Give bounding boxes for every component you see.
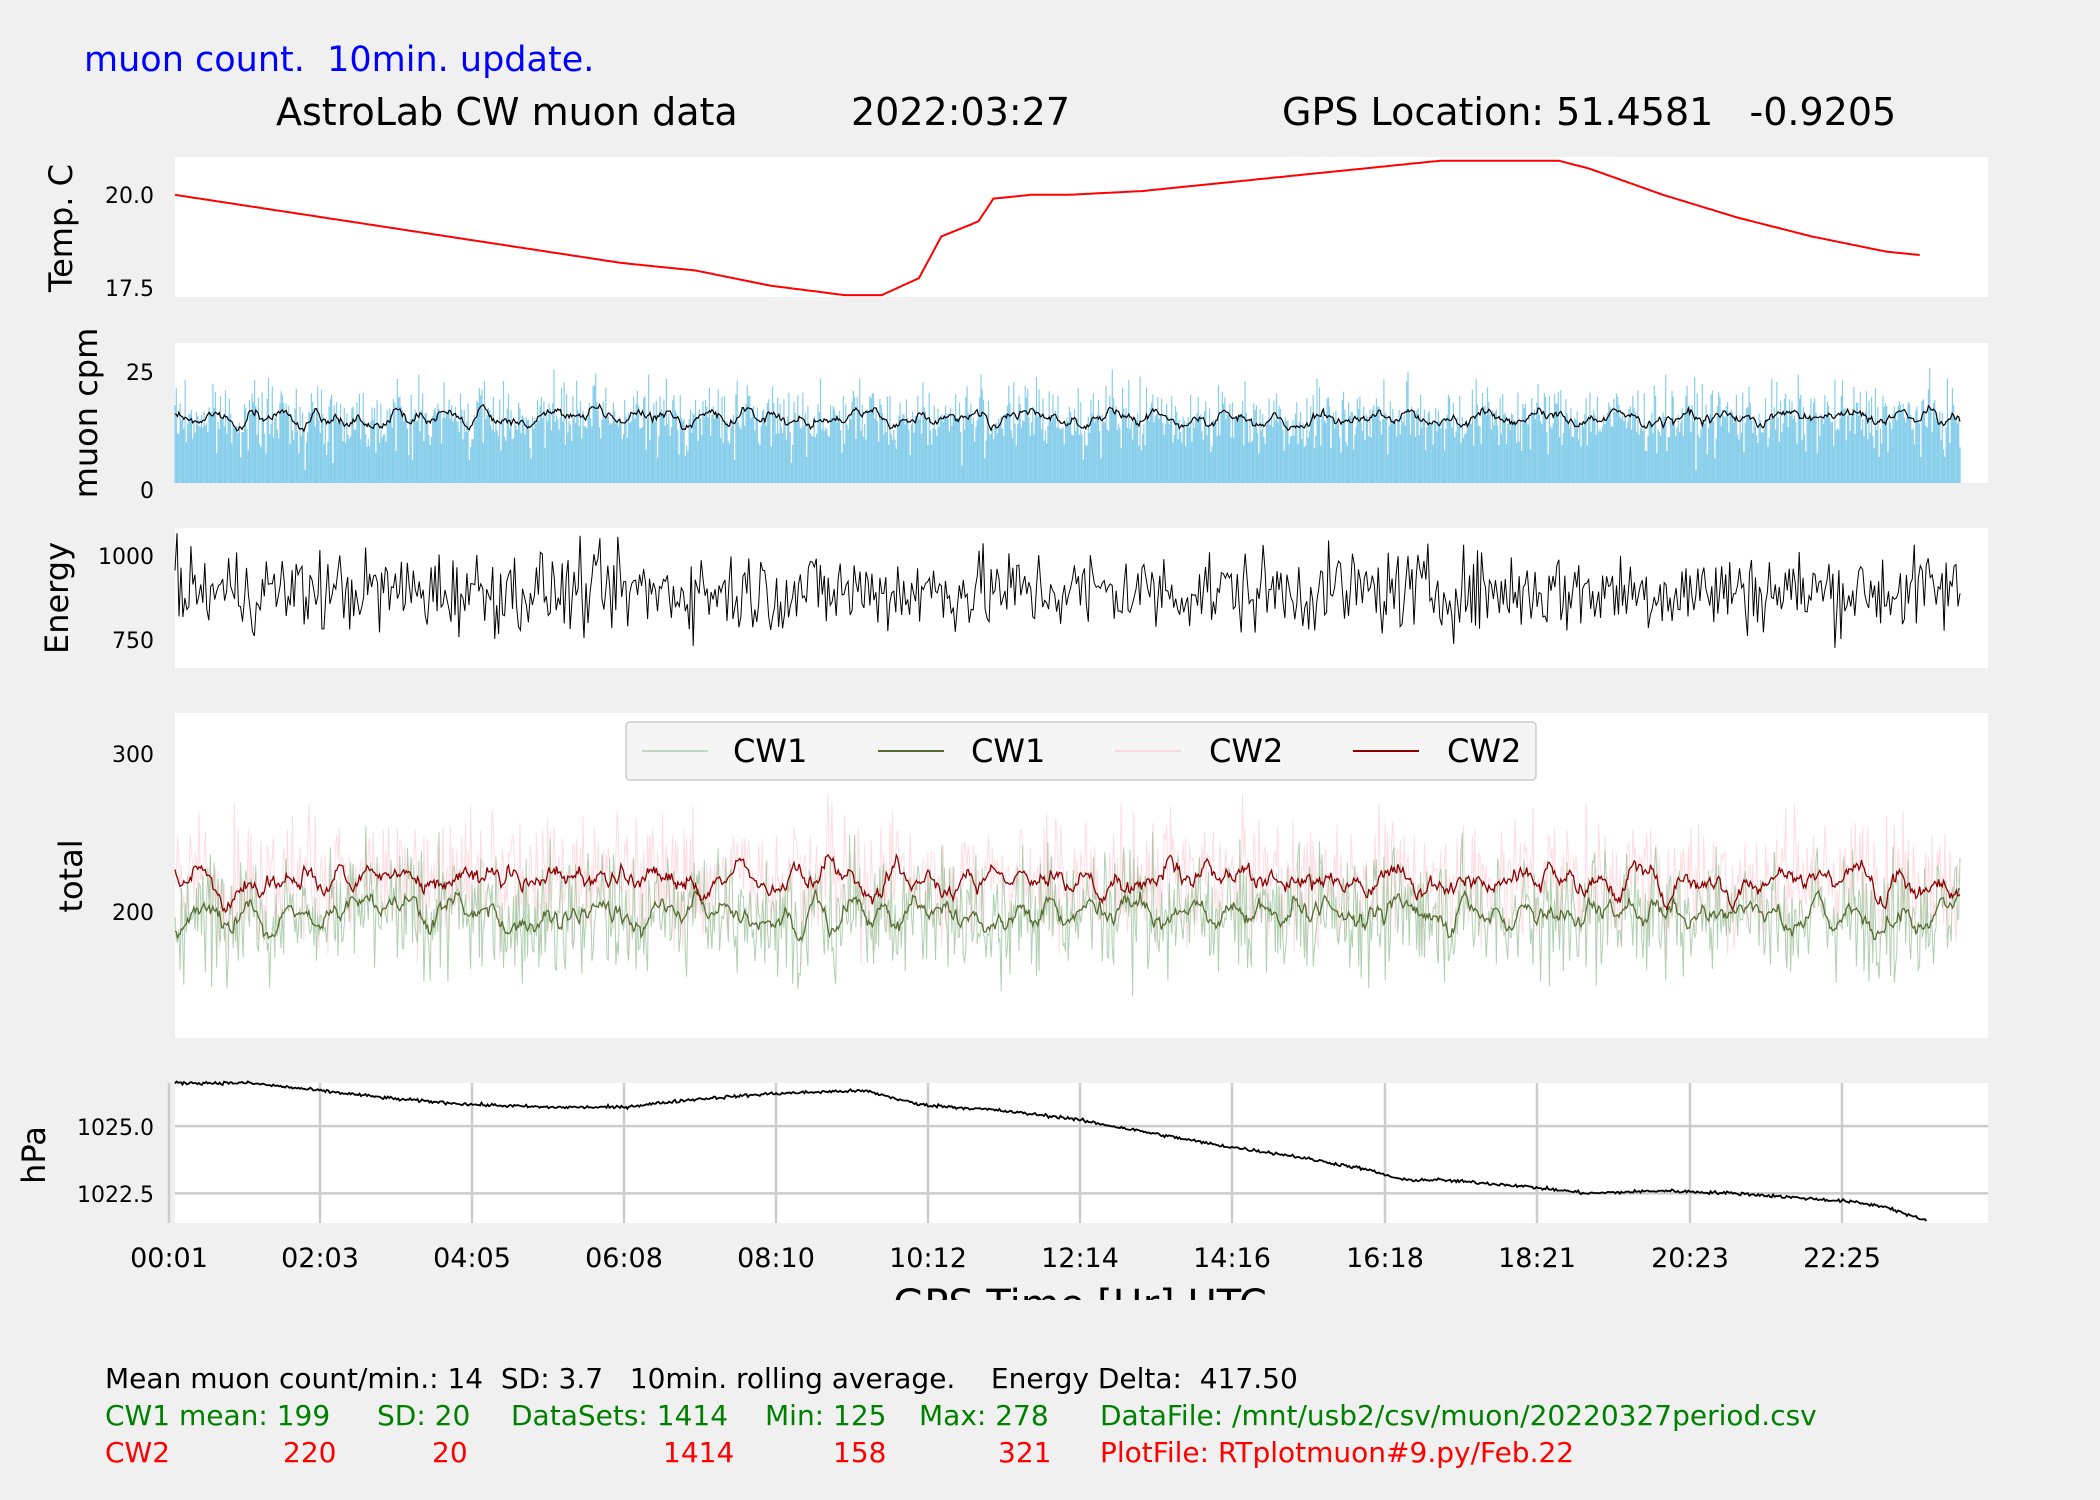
- footer-cw2-max: 321: [998, 1436, 1052, 1469]
- cw2-rolling-average: [174, 852, 1961, 914]
- footer-cw1-sd: SD: 20: [377, 1399, 471, 1432]
- footer-cw1-mean: CW1 mean: 199: [105, 1399, 331, 1432]
- x-tick-label: 04:05: [433, 1243, 511, 1274]
- x-tick-label: 22:25: [1803, 1243, 1881, 1274]
- legend-label-cw1-raw: CW1: [733, 732, 807, 770]
- muon-bars: [174, 368, 1961, 483]
- energy-ytick-1000: 1000: [98, 545, 154, 570]
- total-ylabel: total: [52, 839, 90, 912]
- x-tick-label: 10:12: [889, 1243, 967, 1274]
- x-tick-labels: 00:01 02:03 04:05 06:08 08:10 10:12 12:1…: [130, 1243, 1881, 1274]
- x-tick-label: 12:14: [1041, 1243, 1119, 1274]
- footer-cw1-min: Min: 125: [765, 1399, 887, 1432]
- legend-box: [625, 721, 1537, 781]
- x-tick-label: 06:08: [585, 1243, 663, 1274]
- footer-cw2-min: 158: [833, 1436, 887, 1469]
- legend-label-cw1-avg: CW1: [971, 732, 1045, 770]
- muon-chart: Temp. C muon cpm Energy total hPa 20.0 1…: [15, 157, 1988, 1300]
- x-tick-label: 00:01: [130, 1243, 208, 1274]
- footer-plotfile: PlotFile: RTplotmuon#9.py/Feb.22: [1100, 1436, 1575, 1469]
- footer-cw2-mean: 220: [283, 1436, 337, 1469]
- footer-cw1-datasets: DataSets: 1414: [511, 1399, 729, 1432]
- pressure-panel: [175, 1083, 1988, 1223]
- temp-ytick-20: 20.0: [105, 184, 154, 209]
- legend-label-cw2-avg: CW2: [1447, 732, 1521, 770]
- header-note: muon count. 10min. update.: [84, 40, 595, 80]
- pressure-ytick-1022: 1022.5: [77, 1183, 154, 1208]
- muon-ytick-25: 25: [126, 361, 154, 386]
- x-tick-label: 18:21: [1498, 1243, 1576, 1274]
- x-tick-label: 14:16: [1193, 1243, 1271, 1274]
- cw1-rolling-average: [174, 887, 1961, 942]
- energy-line: [174, 533, 1961, 648]
- footer-summary: Mean muon count/min.: 14 SD: 3.7 10min. …: [105, 1362, 1298, 1395]
- energy-ytick-750: 750: [112, 629, 154, 654]
- temp-ytick-17: 17.5: [105, 277, 154, 302]
- muon-ytick-0: 0: [140, 479, 154, 504]
- x-axis-label: GPS Time [Hr] UTC: [893, 1282, 1267, 1300]
- footer-cw1-max: Max: 278: [919, 1399, 1049, 1432]
- energy-ylabel: Energy: [38, 542, 76, 654]
- temp-line: [174, 159, 1920, 297]
- gps-location: GPS Location: 51.4581 -0.9205: [1282, 90, 1897, 134]
- x-tick-label: 16:18: [1346, 1243, 1424, 1274]
- muon-rolling-average: [174, 403, 1961, 433]
- energy-panel: [175, 528, 1988, 668]
- footer-cw2-label: CW2: [105, 1436, 171, 1469]
- muon-ylabel: muon cpm: [67, 328, 105, 499]
- legend-label-cw2-raw: CW2: [1209, 732, 1283, 770]
- chart-date: 2022:03:27: [851, 90, 1071, 134]
- total-ytick-300: 300: [112, 743, 154, 768]
- x-tick-label: 02:03: [281, 1243, 359, 1274]
- temp-panel: [175, 157, 1988, 297]
- chart-title: AstroLab CW muon data: [276, 90, 738, 134]
- footer-datafile: DataFile: /mnt/usb2/csv/muon/20220327per…: [1100, 1399, 1817, 1432]
- x-tick-label: 20:23: [1651, 1243, 1729, 1274]
- pressure-ylabel: hPa: [15, 1126, 53, 1184]
- legend: CW1 CW1 CW2 CW2: [625, 721, 1537, 781]
- pressure-ytick-1025: 1025.0: [77, 1116, 154, 1141]
- temp-ylabel: Temp. C: [42, 164, 80, 293]
- pressure-line: [174, 1080, 1928, 1222]
- total-ytick-200: 200: [112, 901, 154, 926]
- footer-cw2-sd: 20: [432, 1436, 468, 1469]
- x-tick-label: 08:10: [737, 1243, 815, 1274]
- footer-cw2-datasets: 1414: [663, 1436, 735, 1469]
